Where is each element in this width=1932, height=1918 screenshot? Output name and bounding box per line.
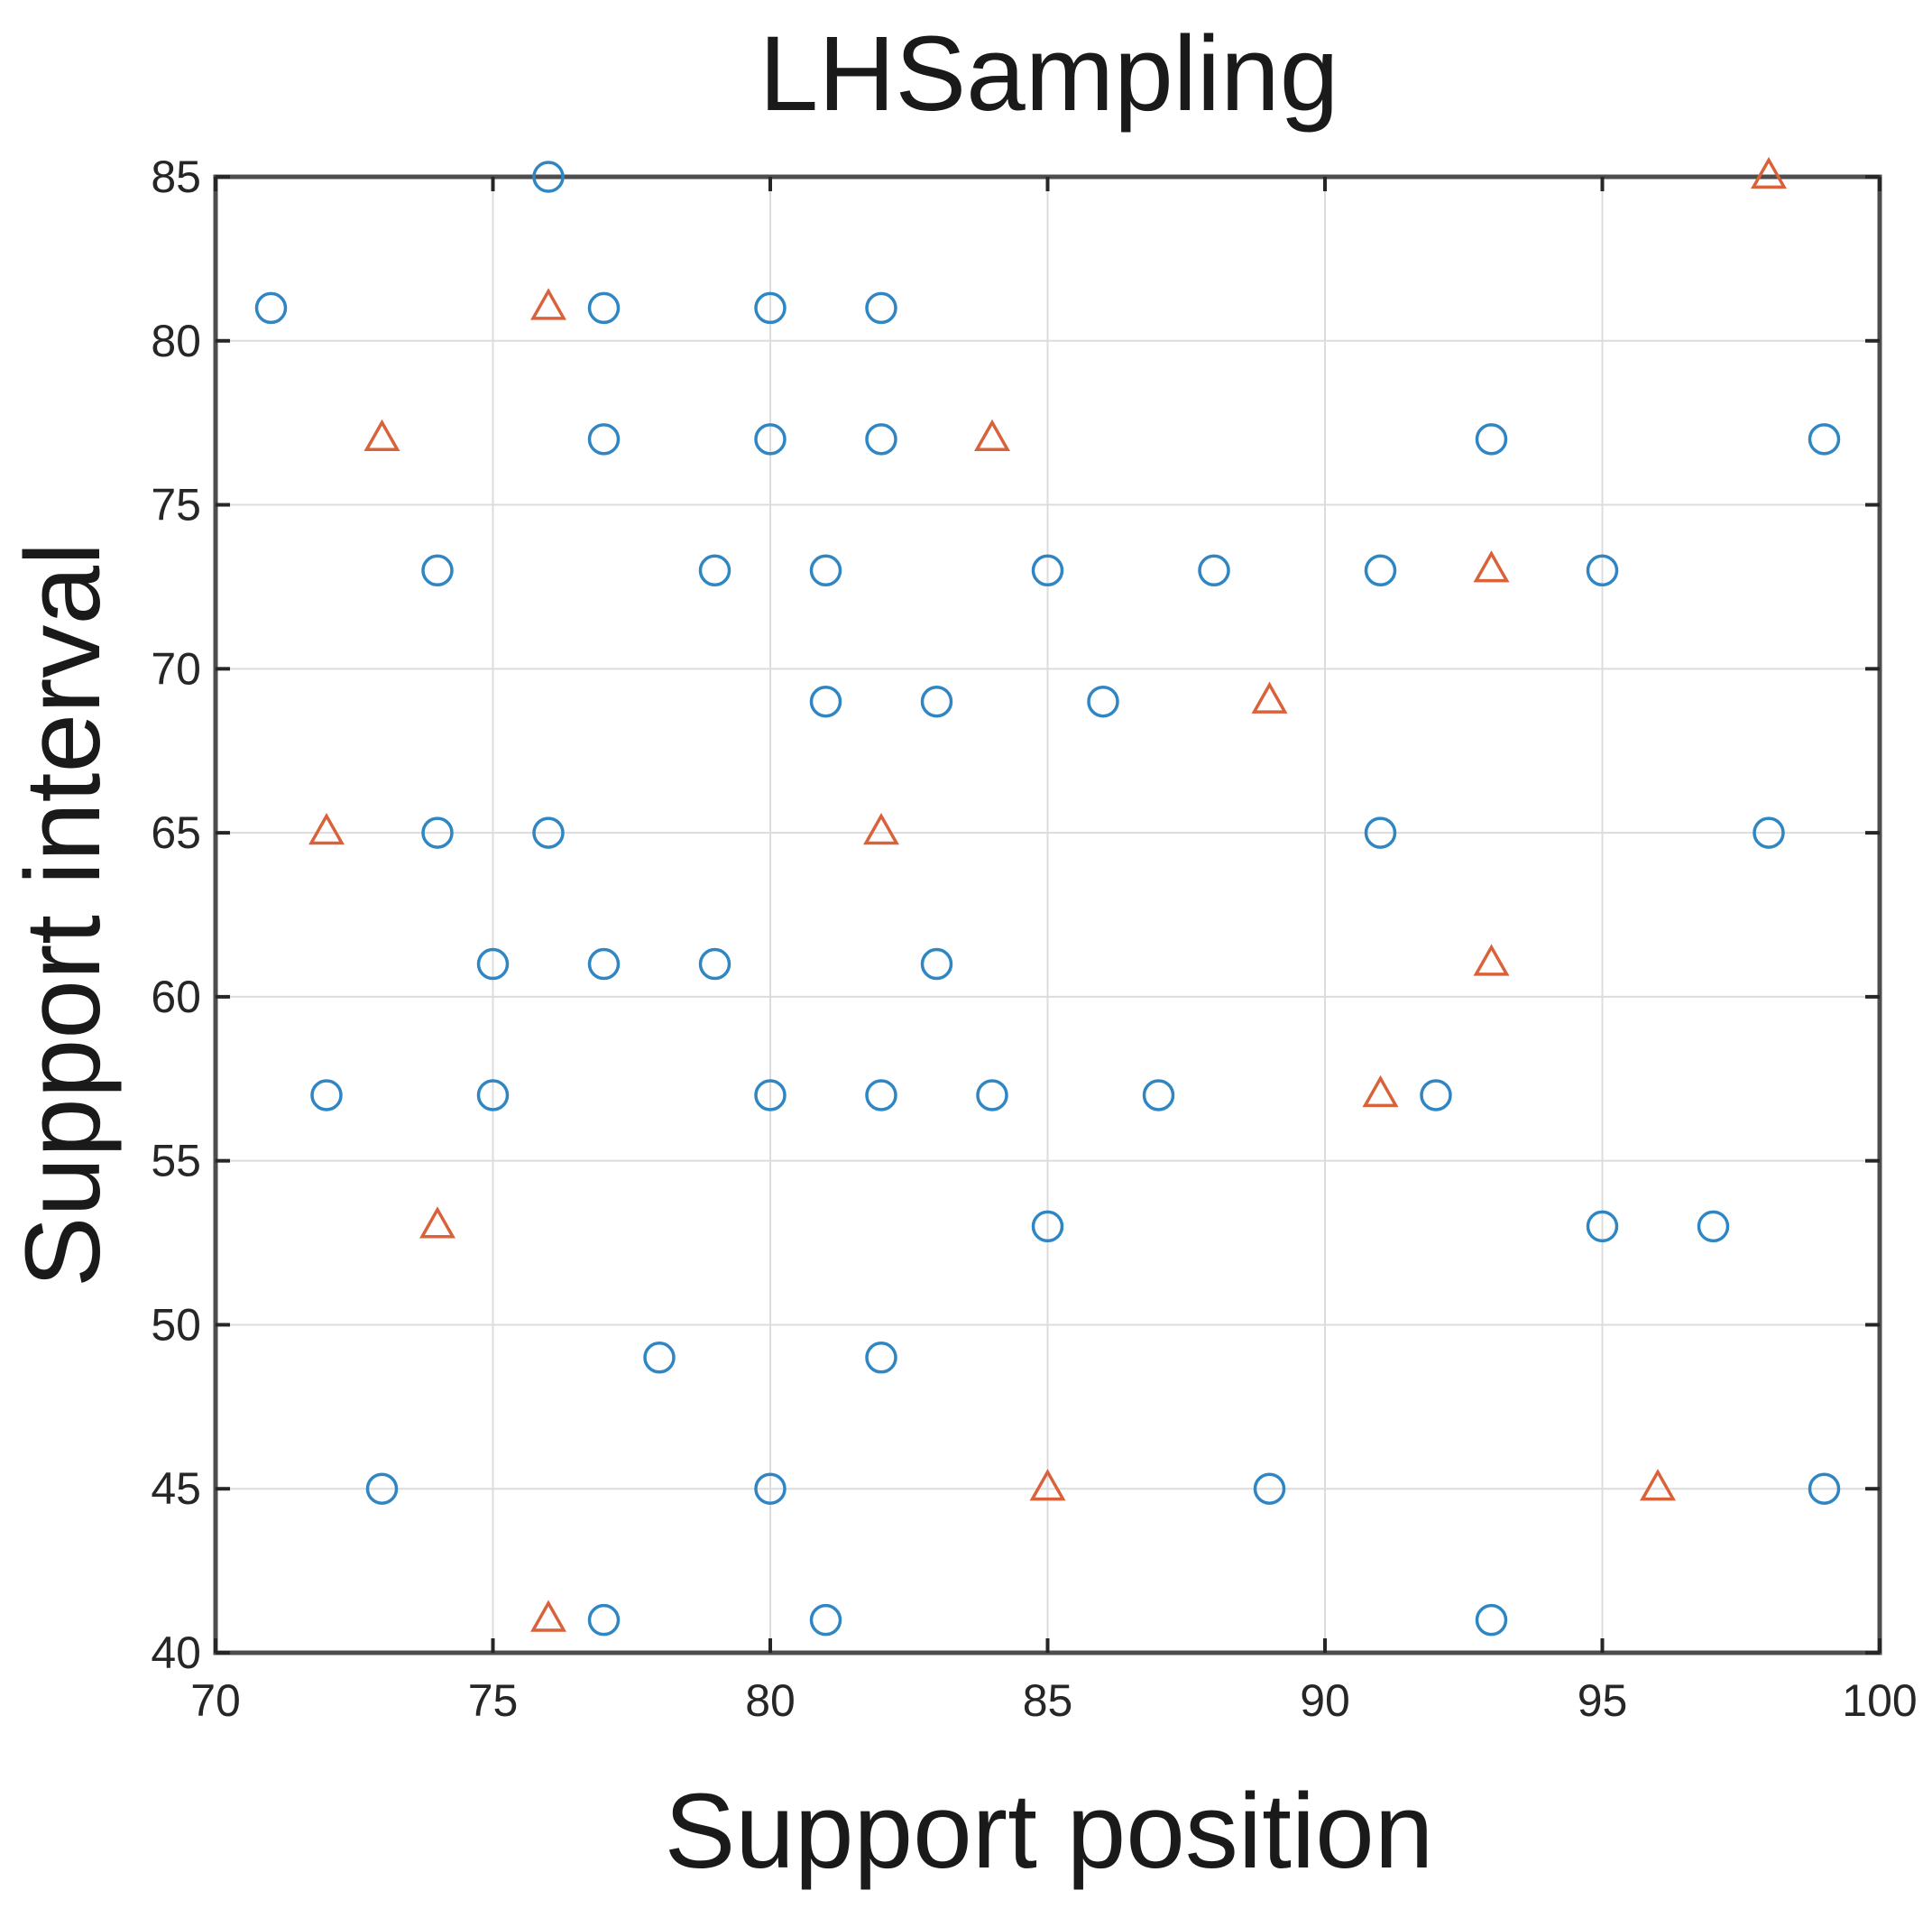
- data-point-circle: [1031, 1210, 1064, 1243]
- data-point-circle: [1364, 554, 1397, 587]
- y-tick-label: 50: [151, 1299, 201, 1350]
- y-tick-labels: 40 45 50 55 60 65 70 75 80 85: [151, 152, 201, 1678]
- data-point-circle: [976, 1079, 1008, 1111]
- data-point-circle: [476, 947, 510, 981]
- y-tick-label: 70: [151, 643, 201, 694]
- data-point-circle: [587, 1603, 621, 1637]
- data-point-circle: [1586, 554, 1619, 587]
- data-point-triangle: [973, 419, 1011, 451]
- data-point-triangle: [529, 1600, 567, 1632]
- data-point-circle: [532, 161, 565, 193]
- data-point-circle: [1808, 423, 1841, 456]
- y-tick-label: 40: [151, 1628, 201, 1678]
- data-point-circle: [1475, 423, 1508, 456]
- data-point-circle: [920, 685, 953, 718]
- data-point-circle: [1697, 1210, 1730, 1243]
- x-tick-label: 90: [1300, 1675, 1350, 1726]
- data-point-triangle: [862, 812, 900, 845]
- chart-title: LHSampling: [759, 14, 1339, 134]
- data-point-circle: [1753, 816, 1785, 849]
- data-point-circle: [587, 423, 621, 456]
- data-point-triangle: [1251, 681, 1288, 714]
- data-point-circle: [254, 291, 288, 325]
- data-point-circle: [365, 1472, 399, 1505]
- x-tick-label: 80: [745, 1675, 796, 1726]
- data-point-circle: [920, 947, 953, 981]
- y-tick-label: 60: [151, 972, 201, 1022]
- x-axis-label: Support position: [665, 1772, 1434, 1891]
- x-tick-label: 75: [468, 1675, 519, 1726]
- x-tick-label: 100: [1842, 1675, 1917, 1726]
- data-point-triangle: [1473, 944, 1510, 976]
- data-point-circle: [865, 423, 897, 456]
- data-point-circle: [1142, 1079, 1175, 1111]
- data-point-circle: [476, 1079, 510, 1111]
- y-tick-label: 85: [151, 152, 201, 202]
- data-point-circle: [698, 554, 731, 587]
- data-point-circle: [587, 291, 621, 325]
- data-point-circle: [809, 554, 842, 587]
- data-point-circle: [532, 816, 565, 849]
- data-point-circle: [865, 1342, 897, 1374]
- data-point-triangle: [1362, 1074, 1399, 1108]
- y-tick-label: 55: [151, 1136, 201, 1186]
- data-point-triangle: [308, 812, 345, 845]
- data-point-circle: [1475, 1603, 1508, 1637]
- data-point-circle: [809, 685, 842, 718]
- y-tick-label: 75: [151, 480, 201, 530]
- data-point-circle: [1087, 685, 1119, 718]
- x-tick-labels: 70 75 80 85 90 95 100: [190, 1675, 1918, 1726]
- y-axis-label: Support interval: [4, 542, 123, 1287]
- data-markers: [254, 156, 1841, 1637]
- data-point-circle: [865, 291, 897, 325]
- grid-lines: [216, 177, 1880, 1653]
- data-point-circle: [1586, 1210, 1619, 1243]
- data-point-triangle: [1750, 156, 1788, 189]
- data-point-circle: [587, 947, 621, 981]
- data-point-triangle: [529, 288, 567, 320]
- data-point-circle: [310, 1079, 343, 1111]
- y-tick-label: 45: [151, 1463, 201, 1514]
- data-point-circle: [1253, 1472, 1286, 1505]
- y-tick-label: 80: [151, 316, 201, 366]
- data-point-triangle: [363, 419, 400, 451]
- y-tick-label: 65: [151, 807, 201, 858]
- x-tick-label: 70: [190, 1675, 241, 1726]
- axis-ticks: [214, 175, 1881, 1655]
- data-point-circle: [865, 1079, 897, 1111]
- data-point-triangle: [419, 1206, 456, 1239]
- data-point-circle: [643, 1342, 676, 1374]
- data-point-circle: [1198, 554, 1230, 587]
- data-point-circle: [698, 947, 731, 981]
- data-point-triangle: [1639, 1469, 1677, 1501]
- data-point-circle: [421, 554, 454, 587]
- data-point-circle: [754, 1079, 787, 1111]
- data-point-circle: [1364, 816, 1397, 849]
- data-point-circle: [754, 291, 787, 325]
- data-point-circle: [754, 423, 787, 456]
- x-tick-label: 85: [1023, 1675, 1073, 1726]
- data-point-circle: [754, 1472, 787, 1505]
- x-tick-label: 95: [1578, 1675, 1628, 1726]
- data-point-circle: [809, 1603, 842, 1637]
- data-point-triangle: [1473, 550, 1510, 583]
- data-point-circle: [1031, 554, 1064, 587]
- data-point-triangle: [1029, 1469, 1066, 1501]
- data-point-circle: [1420, 1079, 1452, 1111]
- data-point-circle: [421, 816, 454, 849]
- data-point-circle: [1808, 1472, 1841, 1505]
